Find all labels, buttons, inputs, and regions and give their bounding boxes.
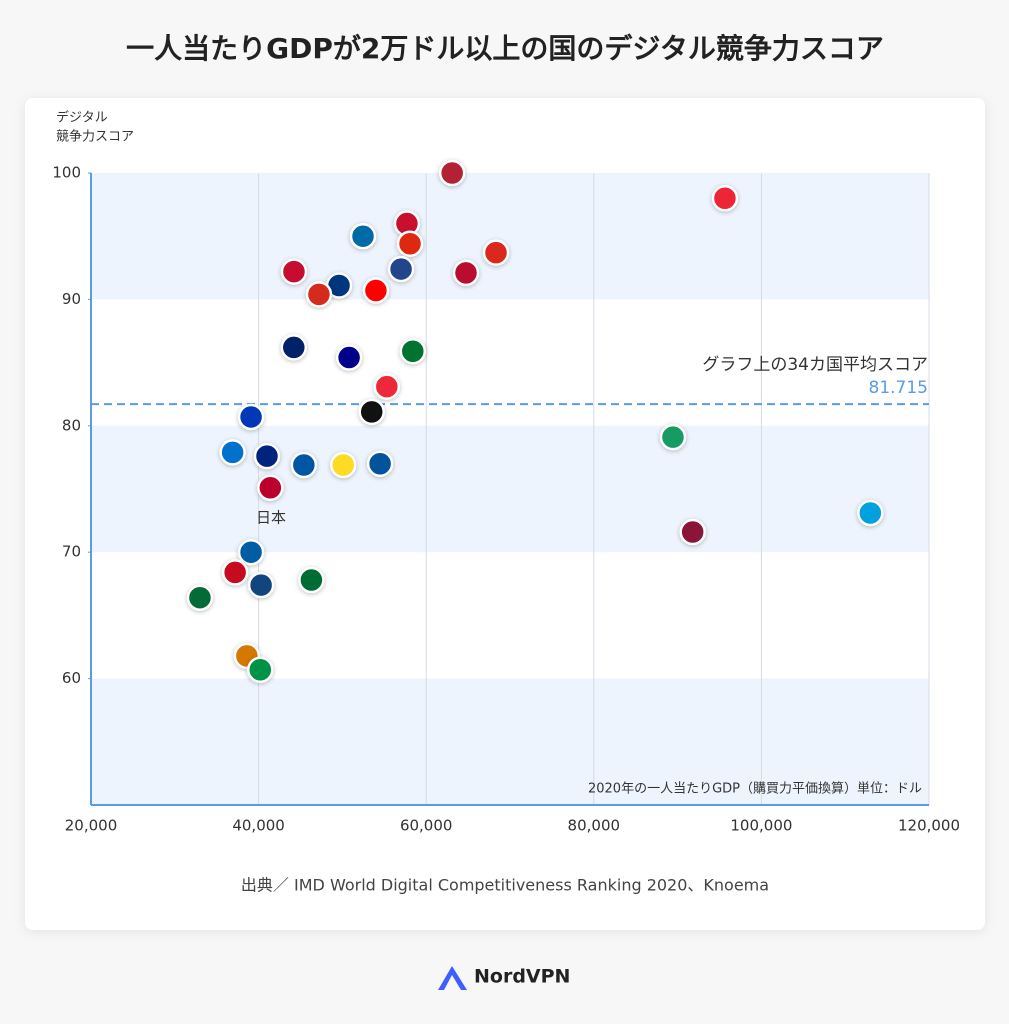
x-tick-label: 40,000 xyxy=(232,817,285,835)
point xyxy=(237,403,265,431)
point xyxy=(452,259,480,287)
source: 出典／ IMD World Digital Competitiveness Ra… xyxy=(241,876,769,895)
y-tick-label: 90 xyxy=(62,290,81,308)
point xyxy=(305,281,333,308)
point xyxy=(219,439,246,466)
point xyxy=(290,451,318,479)
y-axis-label: 競争力スコア xyxy=(56,130,134,145)
point xyxy=(396,230,424,258)
point xyxy=(280,334,308,361)
point xyxy=(438,159,466,187)
point xyxy=(280,258,308,285)
point xyxy=(711,185,739,212)
point xyxy=(366,450,394,477)
point xyxy=(247,571,275,599)
x-axis-label: 2020年の一人当たりGDP（購買力平価換算）単位：ドル xyxy=(588,781,922,797)
x-tick-label: 20,000 xyxy=(65,817,118,835)
y-axis-label: デジタル xyxy=(56,110,108,126)
y-tick-label: 60 xyxy=(62,669,81,687)
x-tick-label: 60,000 xyxy=(400,817,453,835)
mean-label: グラフ上の34カ国平均スコア xyxy=(702,355,928,375)
logo: NordVPN xyxy=(474,966,570,988)
point xyxy=(237,538,265,566)
x-tick-label: 80,000 xyxy=(568,817,621,835)
point xyxy=(362,277,390,304)
point xyxy=(257,474,284,501)
point xyxy=(857,499,884,527)
plot: 20,000 40,000 60,000 80,000 100,000 120,000 60… xyxy=(52,159,960,835)
band xyxy=(91,678,929,805)
point xyxy=(399,337,427,365)
x-tick-label: 100,000 xyxy=(730,817,792,835)
point xyxy=(387,255,415,283)
point xyxy=(373,373,401,400)
logo-icon xyxy=(438,966,467,990)
point xyxy=(679,518,706,546)
y-tick-label: 70 xyxy=(62,543,81,561)
point xyxy=(659,423,687,451)
chart-title: 一人当たりGDPが2万ドル以上の国のデジタル競争力スコア xyxy=(126,32,884,65)
y-tick-label: 80 xyxy=(62,416,81,434)
point xyxy=(335,344,363,371)
point xyxy=(247,656,274,684)
point xyxy=(349,222,377,250)
annotation: 日本 xyxy=(256,509,286,527)
point xyxy=(221,559,249,586)
mean-value: 81.715 xyxy=(869,378,928,398)
point xyxy=(358,398,385,426)
point xyxy=(329,451,357,479)
point xyxy=(298,566,325,594)
point xyxy=(482,239,510,266)
point xyxy=(186,584,214,611)
x-tick-label: 120,000 xyxy=(898,817,960,835)
band xyxy=(91,425,929,553)
point xyxy=(253,442,281,470)
band xyxy=(91,173,929,300)
y-tick-label: 100 xyxy=(52,164,81,182)
